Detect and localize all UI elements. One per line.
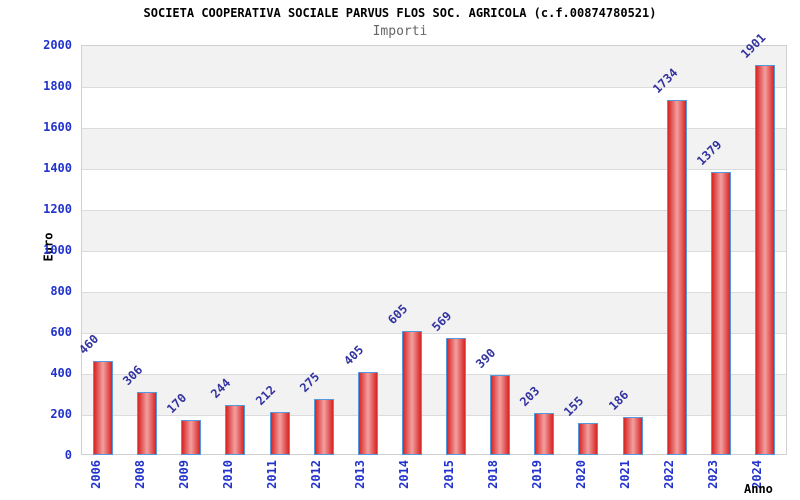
x-tick-label: 2011 <box>265 460 280 489</box>
x-tick-label: 2008 <box>132 460 147 489</box>
y-tick-label: 1200 <box>43 202 72 216</box>
bar <box>490 375 510 455</box>
x-tick-label: 2013 <box>353 460 368 489</box>
bar <box>578 423 598 455</box>
x-tick-label: 2018 <box>485 460 500 489</box>
x-tick-label: 2006 <box>88 460 103 489</box>
bar <box>755 65 775 455</box>
chart-subtitle: Importi <box>372 24 428 39</box>
y-tick-label: 200 <box>50 407 72 421</box>
x-tick-label: 2010 <box>220 460 235 489</box>
gridline <box>82 210 786 211</box>
gridline <box>82 292 786 293</box>
bar <box>270 412 290 455</box>
x-tick-label: 2009 <box>176 460 191 489</box>
gridline <box>82 87 786 88</box>
bar <box>358 372 378 455</box>
y-tick-label: 600 <box>50 325 72 339</box>
gridline <box>82 169 786 170</box>
x-tick-label: 2023 <box>706 460 721 489</box>
y-tick-label: 400 <box>50 366 72 380</box>
bar <box>402 331 422 455</box>
y-tick-label: 1400 <box>43 161 72 175</box>
y-tick-label: 1800 <box>43 79 72 93</box>
bar <box>711 172 731 455</box>
x-tick-label: 2015 <box>441 460 456 489</box>
y-tick-label: 1600 <box>43 120 72 134</box>
x-tick-label: 2020 <box>573 460 588 489</box>
gridline <box>82 128 786 129</box>
y-tick-label: 0 <box>64 448 72 462</box>
bar <box>93 361 113 455</box>
y-tick-label: 800 <box>50 284 72 298</box>
bar <box>181 420 201 455</box>
bar <box>446 338 466 455</box>
chart-title: SOCIETA COOPERATIVA SOCIALE PARVUS FLOS … <box>143 6 657 20</box>
y-tick-label: 2000 <box>43 38 72 52</box>
bar <box>314 399 334 455</box>
x-tick-label: 2021 <box>618 460 633 489</box>
bar <box>667 100 687 455</box>
x-tick-label: 2014 <box>397 460 412 489</box>
gridline <box>82 333 786 334</box>
x-tick-label: 2019 <box>529 460 544 489</box>
gridline <box>82 415 786 416</box>
y-tick-label: 1000 <box>43 243 72 257</box>
gridline <box>82 251 786 252</box>
bar <box>137 392 157 455</box>
x-tick-label: 2012 <box>309 460 324 489</box>
bar <box>623 417 643 455</box>
bar <box>534 413 554 455</box>
bar <box>225 405 245 455</box>
gridline <box>82 374 786 375</box>
x-tick-label: 2022 <box>662 460 677 489</box>
x-axis-title: Anno <box>744 482 773 496</box>
